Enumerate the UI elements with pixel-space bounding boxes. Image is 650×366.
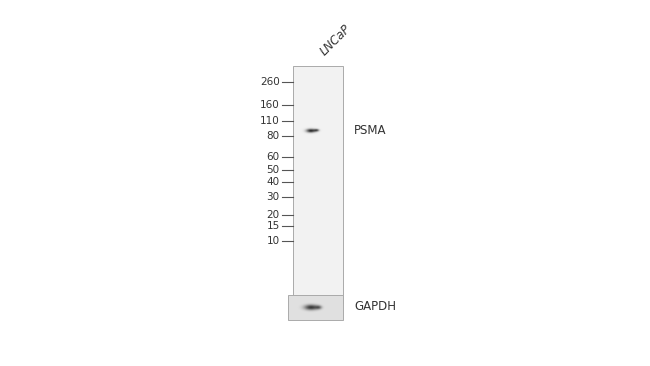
Text: 20: 20 bbox=[266, 210, 280, 220]
Text: 160: 160 bbox=[260, 100, 280, 109]
Text: 110: 110 bbox=[260, 116, 280, 126]
Bar bbox=[292, 67, 343, 303]
Text: 30: 30 bbox=[266, 192, 280, 202]
Text: 40: 40 bbox=[266, 177, 280, 187]
Text: 15: 15 bbox=[266, 221, 280, 231]
Text: 50: 50 bbox=[266, 165, 280, 175]
Text: 260: 260 bbox=[260, 77, 280, 87]
Text: PSMA: PSMA bbox=[354, 124, 387, 137]
Text: LNCaP: LNCaP bbox=[318, 22, 354, 58]
Text: GAPDH: GAPDH bbox=[354, 300, 396, 313]
Text: 80: 80 bbox=[266, 131, 280, 141]
Text: 60: 60 bbox=[266, 153, 280, 163]
Text: 10: 10 bbox=[266, 236, 280, 246]
Bar bbox=[288, 295, 343, 320]
